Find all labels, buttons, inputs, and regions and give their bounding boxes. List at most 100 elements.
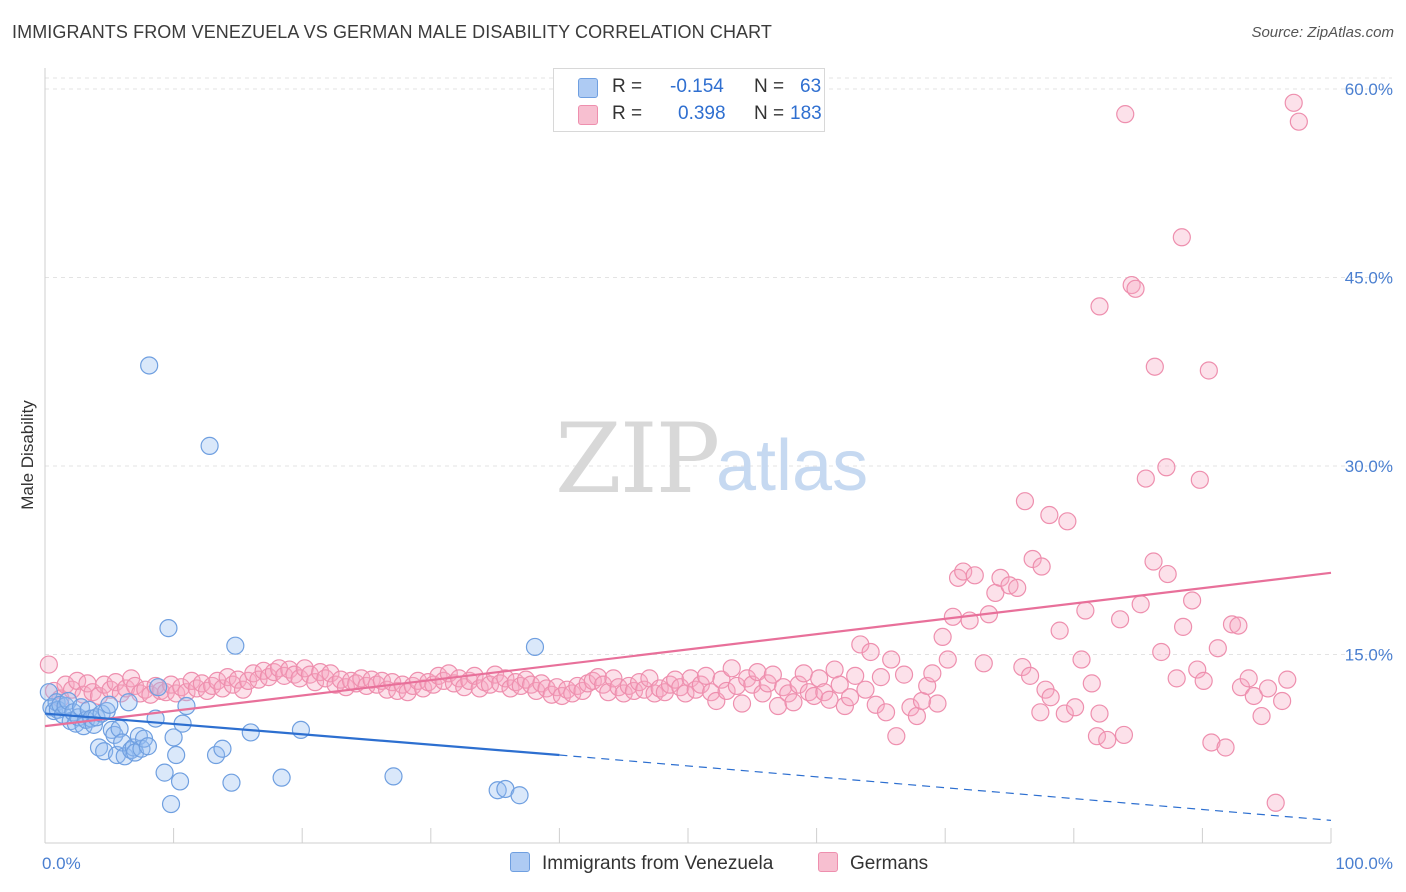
data-point: [100, 695, 119, 714]
data-point: [928, 694, 947, 713]
data-point: [794, 664, 813, 683]
data-point: [861, 642, 880, 662]
bottom-legend-label: Immigrants from Venezuela: [542, 853, 774, 874]
data-point: [39, 683, 58, 702]
data-point: [840, 688, 860, 707]
data-point: [681, 669, 700, 688]
data-point: [871, 668, 891, 687]
data-point: [748, 662, 767, 682]
data-point: [62, 680, 82, 699]
data-point: [516, 670, 536, 689]
data-point: [1174, 617, 1193, 636]
data-point: [753, 684, 772, 703]
data-point: [1222, 615, 1242, 634]
data-point: [954, 562, 973, 581]
data-point: [161, 794, 181, 814]
data-point: [810, 669, 829, 688]
data-point: [491, 674, 510, 693]
data-point: [1131, 595, 1150, 614]
bottom-legend-swatch-blue: [510, 852, 530, 872]
data-point: [732, 694, 752, 713]
data-point: [1110, 610, 1130, 629]
data-point: [1278, 670, 1297, 689]
data-point: [856, 680, 875, 699]
data-point: [1041, 688, 1060, 707]
data-point: [1065, 698, 1085, 717]
data-point: [804, 686, 824, 706]
data-point: [167, 745, 186, 765]
y-axis-label: Male Disability: [18, 400, 37, 510]
data-point: [722, 659, 741, 678]
data-point: [1008, 578, 1027, 597]
data-point: [1157, 458, 1176, 477]
legend-n-value: 63: [800, 76, 822, 97]
data-point: [305, 673, 325, 692]
bottom-legend-germans: Germans: [818, 852, 928, 875]
data-point: [635, 680, 654, 699]
watermark-atlas: atlas: [716, 426, 868, 506]
watermark: ZIP atlas: [555, 403, 868, 515]
trend-line-venezuela-extrapolated: [559, 754, 1332, 821]
data-point: [1015, 492, 1035, 511]
data-point: [912, 691, 932, 711]
data-point: [1208, 639, 1227, 658]
data-point: [384, 767, 403, 786]
data-point: [1199, 361, 1218, 380]
data-point: [758, 674, 777, 693]
bottom-legend-label: Germans: [850, 853, 929, 874]
data-point: [39, 655, 58, 674]
data-point: [486, 665, 505, 684]
legend-swatch-pink: [578, 105, 598, 125]
data-point: [1032, 557, 1051, 576]
bottom-legend-venezuela: Immigrants from Venezuela: [510, 852, 773, 875]
data-point: [1058, 512, 1077, 531]
data-point: [727, 676, 746, 696]
data-point: [835, 696, 854, 716]
data-point: [106, 673, 125, 692]
data-point: [851, 635, 870, 654]
x-tick-label: 100.0%: [1335, 854, 1393, 873]
data-point: [488, 781, 507, 800]
data-point: [974, 654, 993, 673]
data-point: [933, 627, 952, 647]
data-point: [222, 773, 241, 792]
data-point: [1144, 552, 1163, 571]
grid-lines: [45, 77, 1392, 655]
data-point: [691, 675, 710, 694]
data-point: [696, 666, 716, 685]
data-point: [1188, 660, 1207, 679]
data-point: [1239, 669, 1258, 688]
data-point: [1076, 601, 1095, 620]
data-point: [1087, 727, 1107, 746]
data-point: [532, 674, 551, 693]
bottom-legend-swatch-pink: [818, 852, 838, 872]
data-point: [1090, 704, 1109, 723]
data-point: [578, 674, 597, 693]
data-point: [686, 680, 705, 699]
legend: R = -0.154 N = 63 R = 0.398 N = 183: [553, 68, 825, 132]
data-point: [763, 665, 782, 684]
data-point: [525, 637, 545, 657]
legend-n-value: 183: [790, 103, 822, 124]
data-point: [1040, 505, 1059, 525]
data-point: [1202, 733, 1221, 752]
data-point: [866, 695, 885, 714]
data-point: [604, 669, 623, 688]
data-point: [712, 670, 731, 689]
data-point: [1152, 642, 1171, 662]
data-point: [820, 690, 839, 709]
data-point: [1145, 357, 1164, 376]
data-point: [223, 675, 242, 694]
data-point: [923, 664, 942, 683]
data-point: [1136, 469, 1155, 488]
data-point: [1158, 564, 1177, 584]
data-point: [1020, 666, 1040, 685]
data-point: [141, 685, 160, 704]
data-point: [138, 737, 157, 756]
data-point: [1252, 706, 1271, 726]
legend-r-label: R =: [612, 76, 643, 97]
trend-line-germans: [44, 571, 1332, 728]
data-point: [213, 679, 232, 698]
data-point: [164, 728, 183, 747]
data-point: [1289, 112, 1308, 131]
